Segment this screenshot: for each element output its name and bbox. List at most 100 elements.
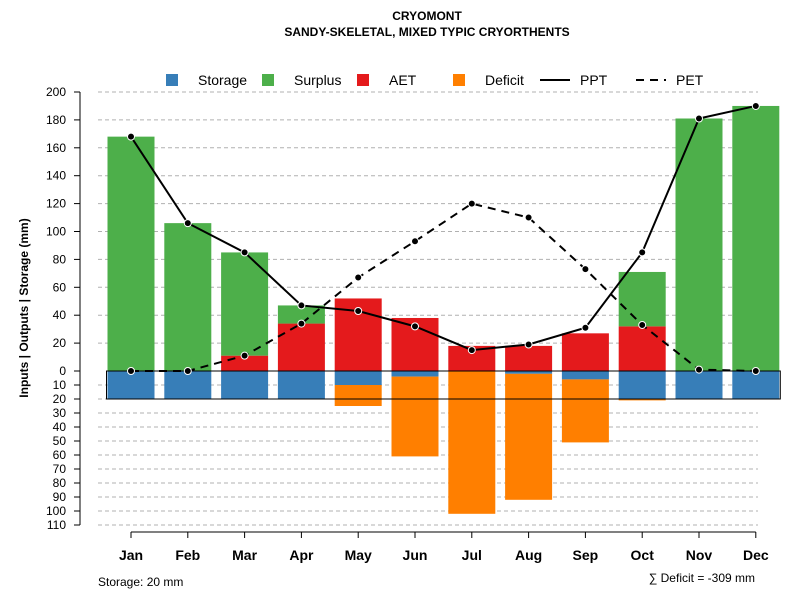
ppt-point bbox=[638, 248, 647, 257]
surplus-bar bbox=[675, 118, 723, 371]
y-tick-label: 40 bbox=[53, 308, 67, 322]
ppt-point bbox=[240, 248, 249, 257]
storage-bar bbox=[618, 371, 666, 399]
x-tick-label-apr: Apr bbox=[289, 547, 314, 563]
ppt-point bbox=[297, 301, 306, 310]
legend-swatch-aet bbox=[357, 74, 369, 86]
legend: Storage Surplus AET Deficit PPT PET bbox=[166, 72, 704, 88]
y-tick-label: 80 bbox=[53, 476, 67, 490]
surplus-bar bbox=[618, 271, 666, 327]
y-axis-label: Inputs | Outputs | Storage (mm) bbox=[17, 218, 31, 397]
deficit-bar bbox=[618, 399, 666, 401]
ppt-point bbox=[524, 340, 533, 349]
pet-point bbox=[127, 367, 135, 375]
y-tick-label: 160 bbox=[46, 141, 66, 155]
legend-swatch-surplus bbox=[262, 74, 274, 86]
x-tick-label-jun: Jun bbox=[403, 547, 428, 563]
storage-bar bbox=[164, 371, 212, 399]
pet-point bbox=[695, 365, 703, 374]
ppt-point bbox=[467, 346, 476, 355]
pet-point bbox=[240, 351, 249, 360]
x-tick-label-feb: Feb bbox=[175, 547, 200, 563]
y-tick-label: 0 bbox=[59, 364, 66, 378]
y-tick-label: 90 bbox=[53, 490, 67, 504]
chart-subtitle: SANDY-SKELETAL, MIXED TYPIC CRYORTHENTS bbox=[284, 25, 569, 39]
ppt-point bbox=[354, 307, 363, 316]
pet-point bbox=[183, 367, 192, 375]
deficit-bar bbox=[561, 379, 609, 443]
aet-bar bbox=[277, 323, 325, 371]
y-tick-label: 200 bbox=[46, 85, 66, 99]
storage-capacity-box bbox=[106, 370, 781, 400]
y-tick-label: 80 bbox=[53, 252, 67, 266]
chart-title: CRYOMONT bbox=[392, 9, 462, 23]
storage-bar bbox=[221, 371, 269, 399]
pet-point bbox=[524, 213, 533, 222]
surplus-bar bbox=[164, 223, 212, 371]
pet-point bbox=[297, 319, 306, 328]
y-tick-label: 100 bbox=[46, 504, 66, 518]
aet-bar bbox=[561, 333, 609, 371]
x-tick-label-jul: Jul bbox=[462, 547, 482, 563]
storage-bar bbox=[732, 371, 780, 399]
y-tick-label: 140 bbox=[46, 169, 66, 183]
deficit-bar bbox=[334, 385, 382, 406]
aet-bar bbox=[618, 326, 666, 371]
x-tick-label-aug: Aug bbox=[515, 547, 542, 563]
pet-point bbox=[467, 199, 476, 208]
pet-line bbox=[131, 202, 756, 372]
pet-point bbox=[581, 265, 590, 274]
y-tick-label: 180 bbox=[46, 113, 66, 127]
axes: 0204060801001201401601802001020304050607… bbox=[46, 85, 769, 563]
y-tick-label: 100 bbox=[46, 225, 66, 239]
storage-bar bbox=[391, 371, 439, 377]
y-tick-label: 20 bbox=[53, 392, 67, 406]
y-tick-label: 70 bbox=[53, 462, 67, 476]
x-tick-label-nov: Nov bbox=[686, 547, 713, 563]
ppt-point bbox=[183, 219, 192, 228]
x-tick-label-may: May bbox=[345, 547, 372, 563]
legend-label-ppt: PPT bbox=[580, 72, 608, 88]
legend-label-aet: AET bbox=[389, 72, 417, 88]
lines bbox=[127, 101, 760, 375]
pet-point bbox=[411, 237, 419, 246]
storage-bar bbox=[277, 371, 325, 399]
y-tick-label: 120 bbox=[46, 197, 66, 211]
surplus-bar bbox=[732, 105, 780, 371]
y-tick-label: 40 bbox=[53, 420, 67, 434]
x-tick-label-oct: Oct bbox=[631, 547, 655, 563]
pet-point bbox=[354, 273, 363, 282]
storage-bar bbox=[334, 371, 382, 385]
x-tick-label-mar: Mar bbox=[232, 547, 257, 563]
y-tick-label: 10 bbox=[53, 378, 67, 392]
surplus-bar bbox=[107, 136, 155, 371]
legend-label-deficit: Deficit bbox=[485, 72, 524, 88]
storage-box bbox=[106, 370, 781, 400]
pet-point bbox=[751, 367, 760, 375]
pet-point bbox=[638, 320, 647, 329]
y-tick-label: 50 bbox=[53, 434, 67, 448]
x-tick-label-jan: Jan bbox=[119, 547, 143, 563]
legend-swatch-storage bbox=[166, 74, 178, 86]
surplus-bar bbox=[221, 252, 269, 356]
y-tick-label: 20 bbox=[53, 336, 67, 350]
storage-bar bbox=[505, 371, 553, 374]
bars bbox=[107, 105, 780, 514]
legend-swatch-deficit bbox=[453, 74, 465, 86]
ppt-point bbox=[751, 101, 760, 110]
x-tick-label-sep: Sep bbox=[573, 547, 599, 563]
storage-bar bbox=[675, 371, 723, 399]
ppt-point bbox=[411, 322, 419, 331]
legend-label-storage: Storage bbox=[198, 72, 247, 88]
ppt-point bbox=[581, 323, 590, 332]
legend-label-surplus: Surplus bbox=[294, 72, 341, 88]
y-tick-label: 30 bbox=[53, 406, 67, 420]
y-tick-label: 60 bbox=[53, 448, 67, 462]
storage-bar bbox=[107, 371, 155, 399]
deficit-note: ∑ Deficit = -309 mm bbox=[649, 571, 755, 585]
x-tick-label-dec: Dec bbox=[743, 547, 769, 563]
deficit-bar bbox=[448, 371, 496, 514]
storage-note: Storage: 20 mm bbox=[98, 575, 183, 589]
aet-bar bbox=[505, 345, 553, 371]
